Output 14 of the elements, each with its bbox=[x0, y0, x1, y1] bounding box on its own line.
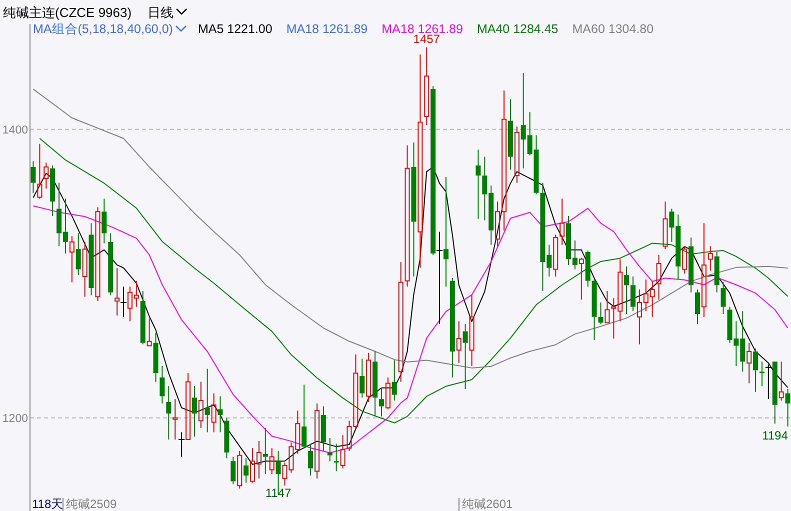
annotation: 118天 bbox=[32, 497, 64, 511]
annotation: 1147 bbox=[265, 486, 292, 500]
annotation: 1194 bbox=[762, 428, 788, 442]
y-tick-label: 1200 bbox=[2, 412, 28, 425]
text: MA5 1221.00 bbox=[198, 22, 272, 36]
chart-title: 纯碱主连(CZCE 9963) bbox=[3, 5, 132, 20]
text: MA60 1304.80 bbox=[572, 22, 654, 36]
annotation: MA组合(5,18,18,40,60,0) bbox=[33, 22, 173, 36]
chart-subtitle: 日线 bbox=[148, 5, 174, 20]
legend-label: MA18 1261.89 bbox=[286, 22, 368, 36]
text: MA40 1284.45 bbox=[476, 22, 558, 36]
annotation: 纯碱2601 bbox=[462, 497, 514, 511]
annotation: 纯碱2509 bbox=[66, 497, 118, 511]
y-tick-label: 1400 bbox=[2, 124, 28, 136]
